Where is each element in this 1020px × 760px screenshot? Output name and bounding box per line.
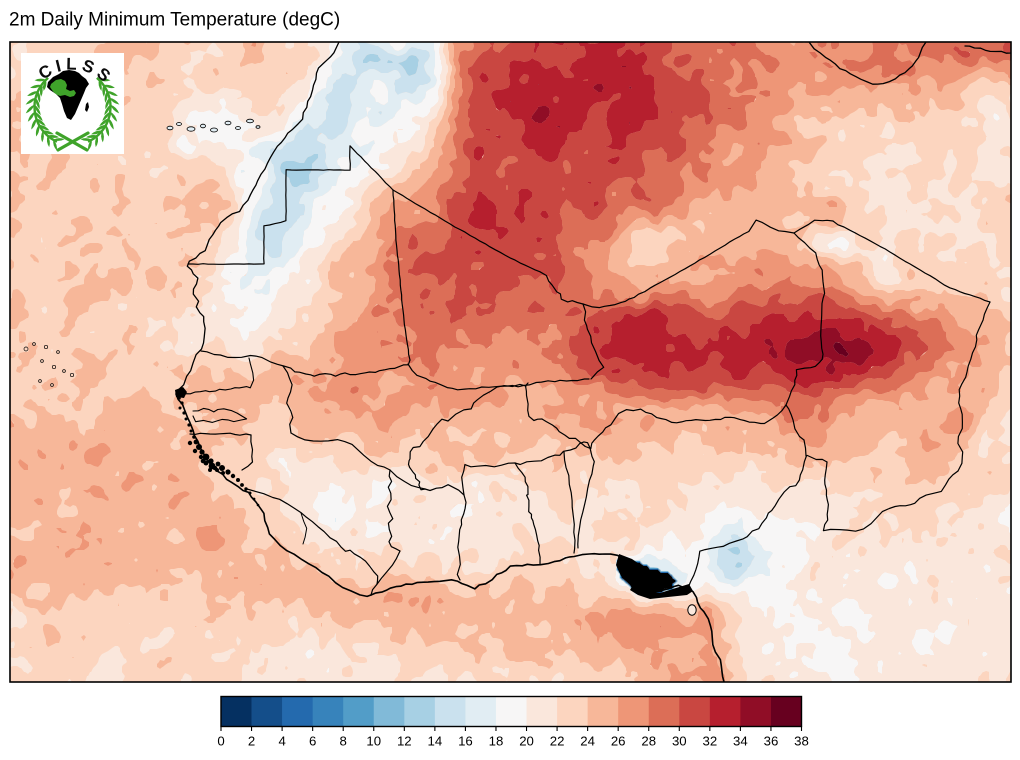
svg-text:18: 18 (489, 734, 504, 749)
svg-text:20: 20 (519, 734, 534, 749)
svg-text:26: 26 (611, 734, 626, 749)
svg-text:38: 38 (794, 734, 809, 749)
svg-text:22: 22 (550, 734, 565, 749)
svg-text:12: 12 (397, 734, 412, 749)
svg-text:0: 0 (217, 734, 224, 749)
svg-text:34: 34 (733, 734, 748, 749)
svg-text:8: 8 (340, 734, 347, 749)
svg-text:6: 6 (309, 734, 316, 749)
svg-text:16: 16 (458, 734, 473, 749)
svg-text:4: 4 (278, 734, 285, 749)
svg-text:2m Daily Minimum Temperature (: 2m Daily Minimum Temperature (degC) (9, 10, 340, 31)
svg-text:24: 24 (580, 734, 595, 749)
svg-text:2: 2 (248, 734, 255, 749)
svg-text:28: 28 (641, 734, 656, 749)
svg-text:14: 14 (428, 734, 443, 749)
svg-text:30: 30 (672, 734, 687, 749)
svg-text:36: 36 (764, 734, 779, 749)
svg-text:32: 32 (703, 734, 718, 749)
svg-text:10: 10 (366, 734, 381, 749)
